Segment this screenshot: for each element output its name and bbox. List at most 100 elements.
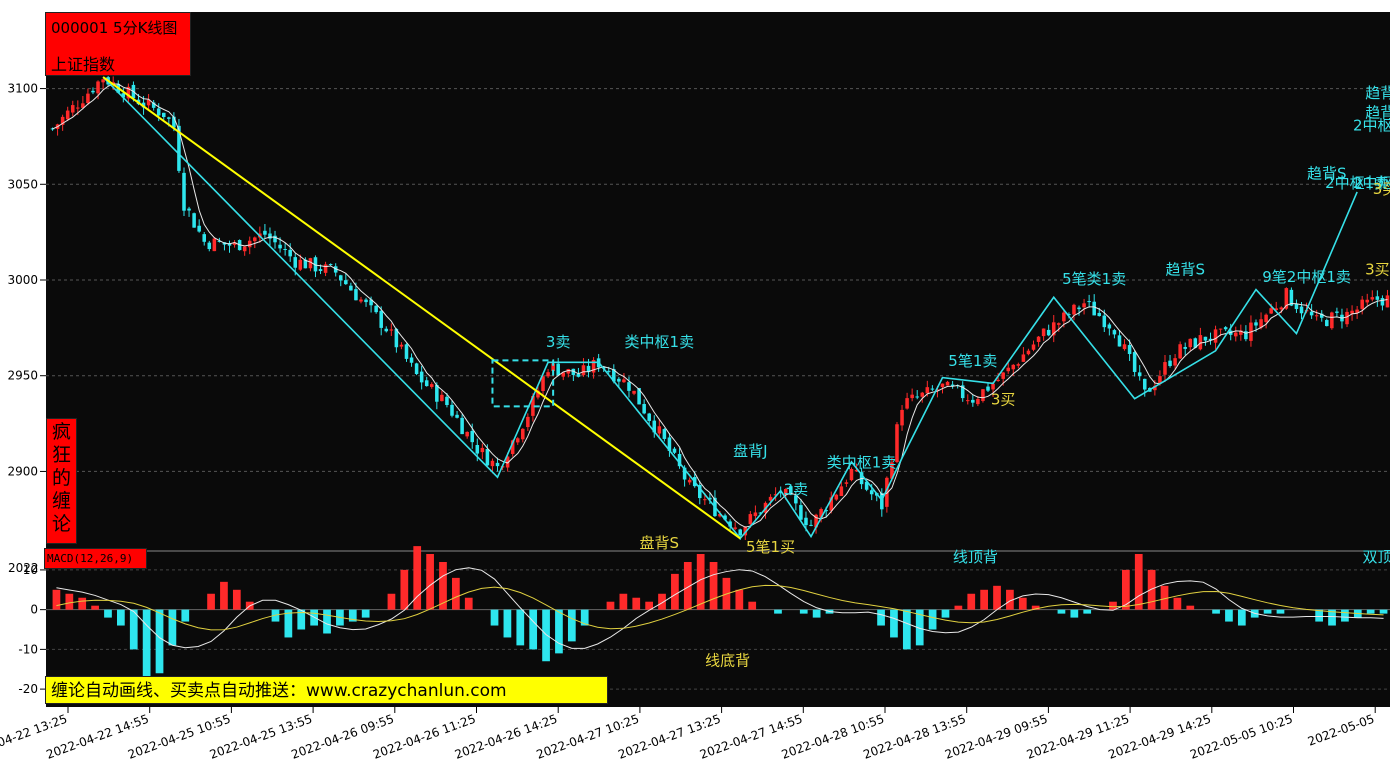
candle-body xyxy=(349,285,353,291)
candle-body xyxy=(369,299,373,306)
candle-body xyxy=(313,257,318,272)
candle-body xyxy=(627,382,631,391)
candle-body xyxy=(586,365,591,373)
candle-body xyxy=(571,368,576,375)
candle-body xyxy=(698,485,702,499)
candle-body xyxy=(526,416,530,428)
candle-body xyxy=(333,266,338,273)
candle-body xyxy=(1294,303,1299,310)
candle-body xyxy=(960,385,965,399)
candle-body xyxy=(1178,344,1182,359)
annotation-label: 盘背J xyxy=(733,442,767,460)
candle-body xyxy=(318,269,323,272)
price-tick-label: 3000 xyxy=(7,273,38,287)
candle-body xyxy=(283,248,287,250)
candle-body xyxy=(1137,372,1142,377)
macd-axis: 10 0 -10 -20 xyxy=(18,563,46,696)
candle-body xyxy=(895,424,899,463)
trend-line-segment xyxy=(102,76,741,540)
candle-body xyxy=(647,413,651,421)
candle-body xyxy=(1021,354,1026,362)
candle-body xyxy=(794,496,798,504)
candle-body xyxy=(217,240,222,242)
candle-body xyxy=(202,234,206,242)
candle-body xyxy=(1375,296,1380,300)
candle-body xyxy=(829,497,834,511)
annotation-label: 3卖 xyxy=(784,480,809,498)
candle-body xyxy=(96,81,100,94)
candle-body xyxy=(915,396,919,398)
candle-body xyxy=(450,404,454,416)
candle-body xyxy=(885,477,889,507)
candle-body xyxy=(935,389,940,391)
candle-body xyxy=(430,384,434,387)
candle-body xyxy=(1244,331,1248,340)
candle-body xyxy=(1360,299,1364,309)
annotation-label: 2中枢1卖 xyxy=(1325,174,1389,192)
candle-body xyxy=(743,526,748,536)
candle-body xyxy=(1218,328,1223,330)
candle-body xyxy=(298,259,303,270)
candle-body xyxy=(1299,306,1304,314)
candle-body xyxy=(338,275,343,281)
candle-body xyxy=(1314,315,1319,317)
candle-body xyxy=(1117,335,1122,347)
candle-body xyxy=(162,112,166,118)
annotation-label: 5笔类1卖 xyxy=(1062,270,1126,288)
candle-body xyxy=(945,381,950,386)
candle-body xyxy=(1319,313,1324,318)
candle-body xyxy=(1062,312,1066,322)
candle-body xyxy=(1082,303,1086,308)
candle-body xyxy=(940,383,945,388)
candle-body xyxy=(632,390,636,394)
candle-body xyxy=(167,117,171,119)
candle-body xyxy=(950,384,955,387)
candle-body xyxy=(778,492,783,494)
candle-body xyxy=(1223,327,1228,330)
candle-body xyxy=(182,172,186,211)
candle-body xyxy=(591,360,596,373)
candle-body xyxy=(232,242,237,245)
candle-body xyxy=(1264,314,1268,323)
candle-body xyxy=(247,240,252,248)
annotation-label: 类中枢1卖 xyxy=(625,333,695,351)
candle-body xyxy=(814,514,818,528)
annotation-label: 趋背S xyxy=(1307,165,1347,183)
macd-tick-label: 0 xyxy=(30,603,38,617)
candle-body xyxy=(910,394,914,399)
candle-body xyxy=(1289,289,1294,306)
candle-body xyxy=(354,289,358,301)
candle-body xyxy=(328,264,333,266)
side-badge: 疯 狂 的 缠 论 xyxy=(46,418,77,544)
candle-body xyxy=(864,481,869,490)
promo-banner[interactable]: 缠论自动画线、买卖点自动推送：www.crazychanlun.com xyxy=(45,676,608,704)
candle-body xyxy=(662,429,667,439)
candle-body xyxy=(708,497,712,500)
candle-body xyxy=(1036,336,1041,342)
candle-body xyxy=(126,86,131,99)
candle-body xyxy=(1279,307,1284,310)
candle-body xyxy=(65,110,70,120)
candle-body xyxy=(976,398,980,405)
candle-body xyxy=(622,379,626,383)
annotation-label: 双顶背 xyxy=(1362,548,1390,566)
candle-body xyxy=(374,305,378,313)
annotation-label: 2中枢1卖 xyxy=(1353,174,1390,192)
candle-body xyxy=(76,107,80,109)
candle-body xyxy=(1051,322,1056,336)
annotation-label: 趋背S xyxy=(1165,260,1205,278)
candle-body xyxy=(809,524,813,526)
candle-body xyxy=(1097,312,1102,317)
candle-body xyxy=(445,396,449,405)
candle-body xyxy=(1163,362,1167,375)
candle-body xyxy=(672,448,677,453)
candle-body xyxy=(839,486,844,497)
side-badge-char: 论 xyxy=(51,513,71,535)
candle-body xyxy=(1350,310,1354,314)
candle-body xyxy=(156,108,161,116)
candle-body xyxy=(141,102,146,108)
candle-body xyxy=(773,494,778,496)
candle-body xyxy=(1259,319,1263,328)
candle-body xyxy=(399,344,404,347)
